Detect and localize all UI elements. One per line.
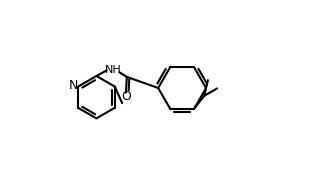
Text: NH: NH (105, 65, 121, 75)
Text: N: N (69, 79, 78, 92)
Text: O: O (121, 90, 131, 103)
